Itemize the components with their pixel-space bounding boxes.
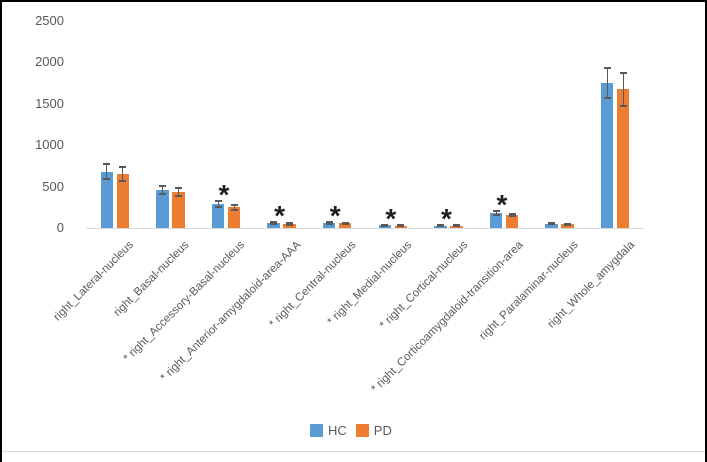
error-bar-cap: [270, 221, 278, 224]
bar-hc: [600, 82, 614, 228]
error-bar-cap: [341, 221, 349, 224]
error-bar-cap: [174, 195, 182, 198]
bar-pd: [505, 214, 519, 228]
bar-hc: [545, 223, 558, 228]
error-bar-cap: [564, 223, 572, 226]
x-axis-category-label: * right_Accessory-Basal-nucleus: [121, 239, 248, 365]
legend-swatch-hc: [310, 424, 323, 437]
bar-hc: [156, 189, 169, 228]
bar-pd: [172, 192, 185, 228]
significance-asterisk: *: [496, 189, 508, 221]
error-bar-line: [495, 211, 497, 215]
error-bar-cap: [603, 96, 611, 99]
error-bar-cap: [325, 223, 333, 226]
error-bar-cap: [103, 162, 111, 165]
error-bar-cap: [230, 203, 238, 206]
error-bar-cap: [119, 165, 127, 168]
error-bar-cap: [214, 206, 222, 209]
error-bar-line: [122, 166, 124, 181]
bar-pd: [227, 207, 241, 228]
significance-asterisk: *: [218, 179, 230, 211]
error-bar-cap: [452, 225, 460, 228]
error-bar-cap: [397, 225, 405, 228]
error-bar-cap: [492, 213, 500, 216]
y-axis-tick-label: 2000: [35, 54, 64, 69]
error-bar-cap: [286, 223, 294, 226]
error-bar-cap: [619, 104, 627, 107]
legend-label-hc: HC: [328, 423, 347, 438]
error-bar-cap: [619, 71, 627, 74]
error-bar-cap: [103, 178, 111, 181]
error-bar-cap: [548, 222, 556, 225]
error-bar-line: [177, 188, 179, 197]
significance-asterisk: *: [440, 203, 452, 235]
significance-asterisk: *: [329, 200, 341, 232]
bar-pd: [338, 223, 352, 228]
chart-bottom-border: [2, 451, 705, 452]
error-bar-cap: [158, 193, 166, 196]
y-axis-tick-label: 1000: [35, 137, 64, 152]
bar-hc: [489, 213, 503, 228]
error-bar-line: [511, 213, 513, 217]
error-bar-cap: [119, 179, 127, 182]
error-bar-line: [106, 163, 108, 180]
error-bar-cap: [158, 184, 166, 187]
error-bar-cap: [286, 221, 294, 224]
error-bar-cap: [603, 66, 611, 69]
x-axis-category-label: right_Paralaminar-nucleus: [477, 239, 582, 343]
error-bar-cap: [508, 215, 516, 218]
legend: HC PD: [310, 423, 392, 438]
legend-item-pd: PD: [355, 423, 392, 438]
error-bar-line: [217, 201, 219, 208]
error-bar-cap: [174, 187, 182, 190]
y-axis-tick-label: 500: [42, 178, 64, 194]
bar-pd: [616, 89, 630, 228]
error-bar-cap: [325, 221, 333, 224]
error-bar-cap: [508, 212, 516, 215]
error-bar-cap: [548, 223, 556, 226]
bar-pd: [116, 173, 130, 228]
bar-pd: [561, 224, 574, 228]
error-bar-cap: [381, 224, 389, 227]
bar-hc: [100, 171, 114, 228]
error-bar-line: [233, 204, 235, 211]
error-bar-cap: [492, 210, 500, 213]
y-axis-tick-label: 1500: [35, 95, 64, 111]
legend-label-pd: PD: [373, 423, 392, 438]
error-bar-cap: [230, 209, 238, 212]
error-bar-cap: [341, 223, 349, 226]
y-axis-tick-label: 2500: [35, 12, 64, 28]
bar-hc: [211, 204, 225, 228]
bar-hc: [322, 223, 336, 228]
bar-hc: [267, 223, 280, 228]
bar-pd: [283, 223, 296, 228]
error-bar-cap: [270, 223, 278, 226]
error-bar-line: [622, 72, 624, 106]
significance-asterisk: *: [274, 200, 286, 232]
x-axis-line: [86, 228, 644, 229]
error-bar-line: [161, 185, 163, 195]
y-axis-tick-label: 0: [56, 220, 64, 235]
significance-asterisk: *: [385, 202, 397, 234]
legend-swatch-pd: [355, 424, 369, 437]
error-bar-cap: [214, 200, 222, 203]
legend-item-hc: HC: [310, 423, 347, 438]
error-bar-line: [606, 67, 608, 98]
error-bar-cap: [436, 224, 444, 227]
